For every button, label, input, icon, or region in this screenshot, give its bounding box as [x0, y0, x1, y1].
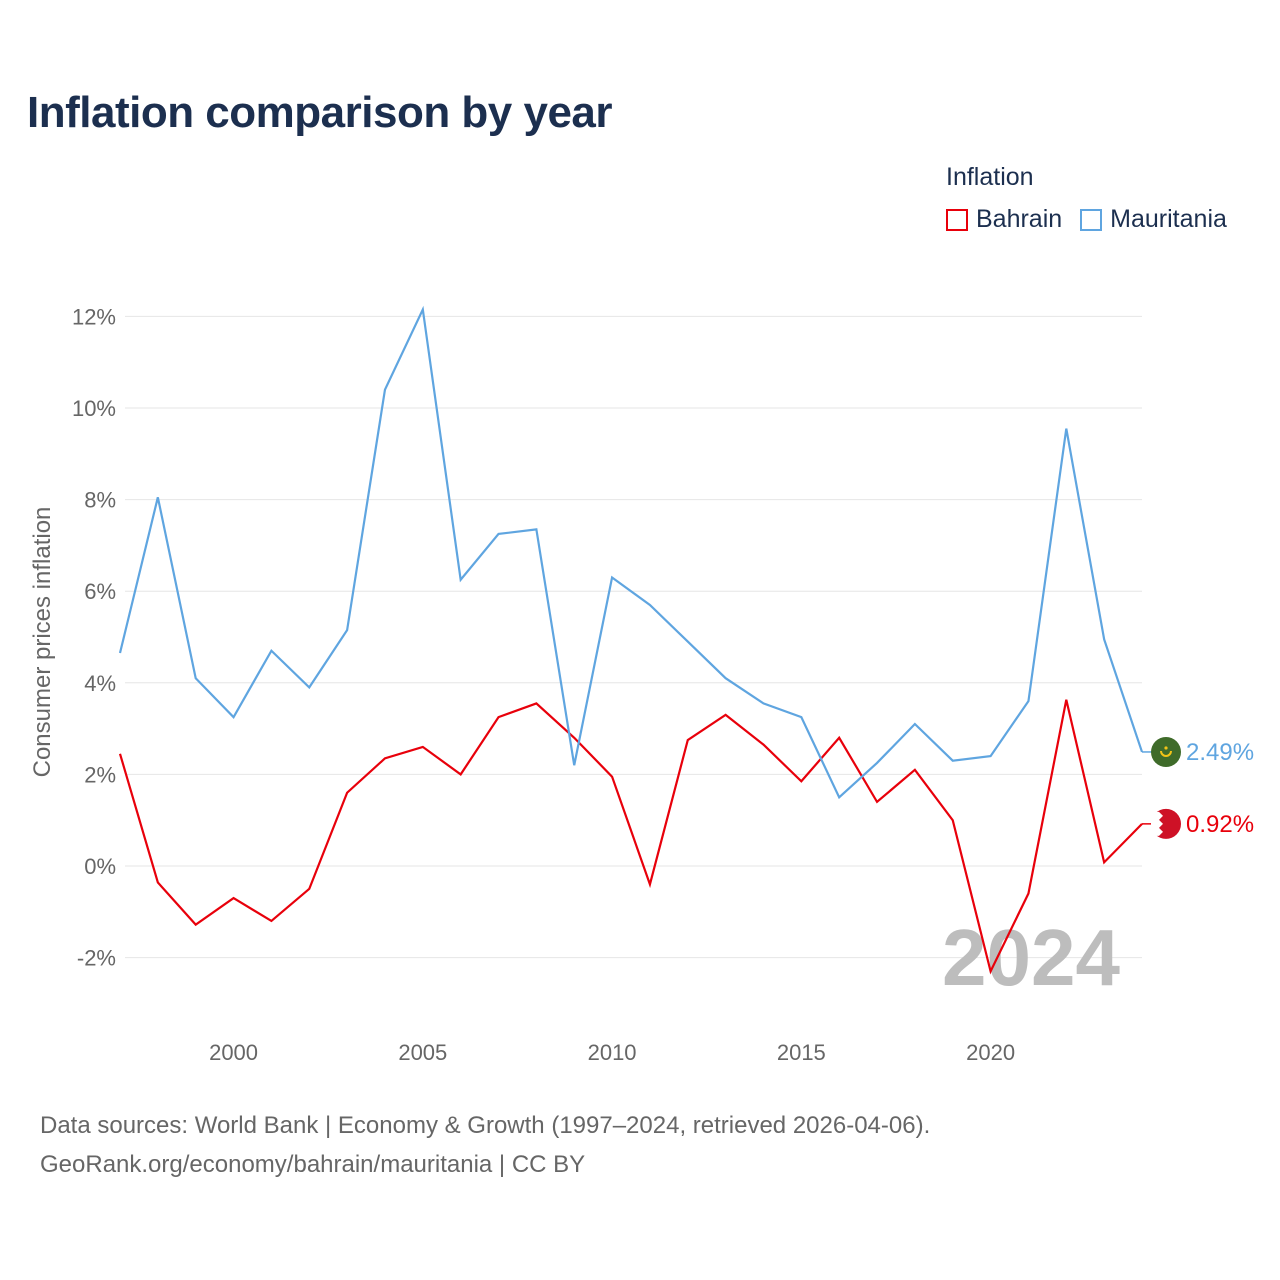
legend-title: Inflation — [946, 163, 1034, 191]
bahrain-flag-icon — [1151, 808, 1181, 839]
mauritania-flag-icon — [1151, 736, 1181, 767]
y-tick-label: 12% — [72, 304, 116, 329]
end-label-mauritania: 2.49% — [1186, 739, 1254, 766]
y-tick-label: 4% — [84, 671, 116, 696]
data-source: Data sources: World Bank | Economy & Gro… — [40, 1106, 930, 1184]
y-axis-ticks: -2% 0% 2% 4% 6% 8% 10% 12% — [72, 304, 116, 970]
year-watermark: 2024 — [942, 913, 1120, 1002]
series-lines — [118, 305, 1144, 975]
series-line-bahrain[interactable] — [118, 699, 1143, 975]
x-axis-ticks: 2000 2005 2010 2015 2020 — [209, 1040, 1015, 1065]
chart-title: Inflation comparison by year — [27, 88, 613, 137]
legend-swatch-mauritania — [1080, 208, 1103, 231]
y-tick-label: 6% — [84, 579, 116, 604]
y-tick-label: 8% — [84, 488, 116, 513]
legend-swatch-bahrain — [946, 208, 968, 231]
legend-label-bahrain: Bahrain — [976, 205, 1063, 233]
y-tick-label: -2% — [77, 946, 116, 971]
gridlines — [125, 315, 1142, 959]
x-tick-label: 2010 — [588, 1040, 637, 1065]
source-line-1: Data sources: World Bank | Economy & Gro… — [40, 1112, 931, 1139]
x-tick-label: 2005 — [398, 1040, 447, 1065]
x-tick-label: 2015 — [777, 1040, 826, 1065]
y-tick-label: 0% — [84, 854, 116, 879]
legend-item-mauritania[interactable]: Mauritania — [1080, 205, 1227, 234]
x-tick-label: 2020 — [966, 1040, 1015, 1065]
legend-label-mauritania: Mauritania — [1110, 205, 1227, 233]
x-tick-label: 2000 — [209, 1040, 258, 1065]
end-labels: 0.92% 2.49% — [1142, 736, 1254, 839]
y-axis-label: Consumer prices inflation — [29, 507, 56, 778]
y-tick-label: 2% — [84, 762, 116, 787]
series-line-mauritania[interactable] — [118, 305, 1144, 800]
end-label-bahrain: 0.92% — [1186, 811, 1254, 838]
legend-item-bahrain[interactable]: Bahrain — [946, 205, 1062, 234]
y-tick-label: 10% — [72, 396, 116, 421]
legend: Bahrain Mauritania — [946, 205, 1245, 234]
source-line-2[interactable]: GeoRank.org/economy/bahrain/mauritania |… — [40, 1151, 586, 1178]
